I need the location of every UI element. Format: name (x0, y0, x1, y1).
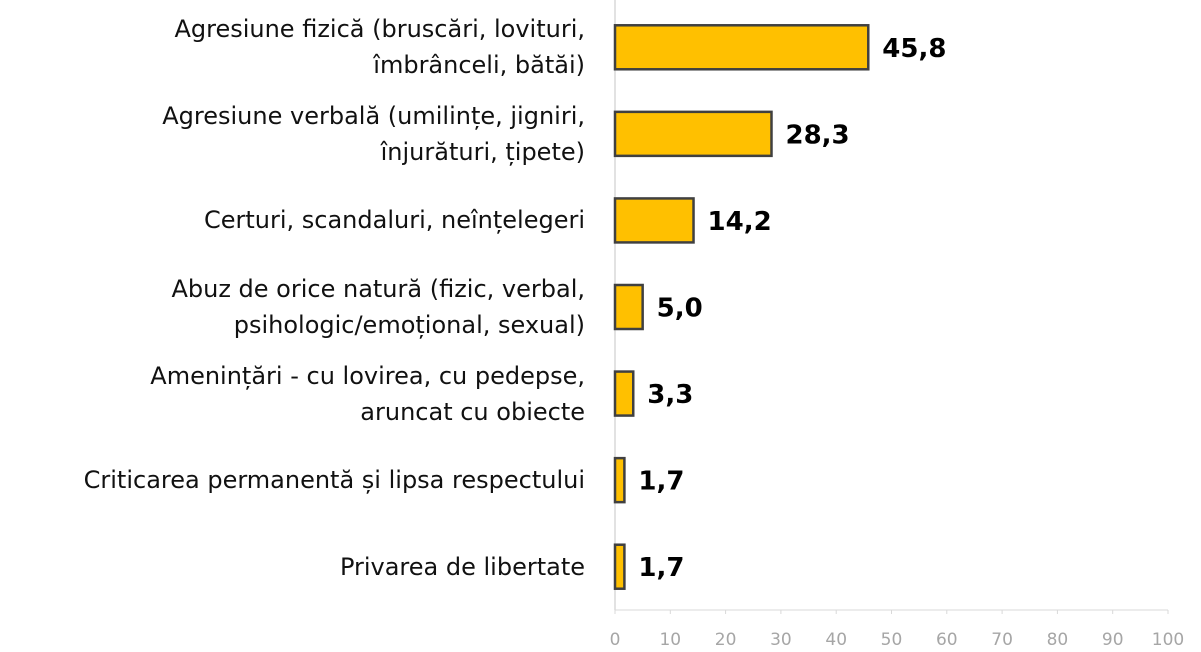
x-tick-label: 40 (825, 630, 847, 650)
x-tick-label: 10 (659, 630, 681, 650)
bar (613, 197, 695, 244)
value-label: 1,7 (638, 553, 684, 583)
category-label: Privarea de libertate (339, 552, 585, 581)
bar (613, 110, 773, 158)
value-label: 3,3 (647, 380, 693, 410)
x-tick-label: 80 (1047, 630, 1069, 650)
x-tick-label: 20 (715, 630, 737, 650)
x-tick-label: 50 (881, 630, 903, 650)
bar (613, 24, 870, 71)
x-tick-label: 100 (1152, 630, 1184, 650)
x-tick-label: 70 (991, 630, 1013, 650)
category-label: Agresiune fizică (bruscări, lovituri, îm… (174, 15, 585, 80)
value-label: 1,7 (638, 467, 684, 497)
x-tick-label: 60 (936, 630, 958, 650)
category-label: Certuri, scandaluri, neînțelegeri (203, 206, 585, 235)
value-label: 14,2 (708, 207, 772, 237)
bar (613, 456, 626, 504)
category-label: Amenințări - cu lovirea, cu pedepse, aru… (150, 361, 585, 426)
category-label: Abuz de orice natură (fizic, verbal, psi… (171, 275, 585, 339)
bar (613, 543, 626, 590)
x-tick-label: 90 (1102, 630, 1124, 650)
bar (613, 283, 644, 331)
x-tick-label: 30 (770, 630, 792, 650)
category-label: Agresiune verbală (umilințe, jigniri, în… (162, 101, 585, 166)
value-label: 5,0 (657, 294, 703, 324)
category-label: Criticarea permanentă și lipsa respectul… (83, 466, 585, 495)
value-label: 28,3 (785, 120, 849, 150)
bar (613, 370, 635, 417)
value-label: 45,8 (882, 34, 946, 64)
x-tick-label: 0 (610, 630, 621, 650)
